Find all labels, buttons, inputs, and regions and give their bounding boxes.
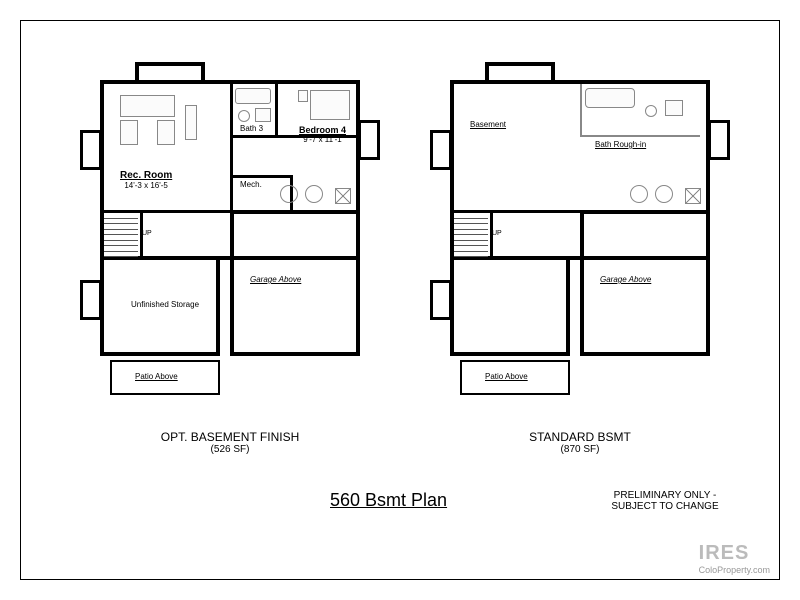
plan-title: 560 Bsmt Plan xyxy=(330,490,447,511)
caption-right-text: STANDARD BSMT xyxy=(529,430,631,444)
nightstand xyxy=(298,90,308,102)
wall-bath-right xyxy=(275,84,278,135)
caption-left-sqft: (526 SF) xyxy=(80,444,380,455)
rec-room-dim: 14'-3 x 16'-5 xyxy=(120,181,172,190)
label-bedroom: Bedroom 4 9'-7 x 11'-1 xyxy=(290,125,355,144)
up-label-r: UP xyxy=(492,230,502,237)
wall-notch-top xyxy=(135,62,205,80)
rec-room-name: Rec. Room xyxy=(120,170,172,181)
stairs xyxy=(104,213,138,257)
furnace-box xyxy=(335,188,351,204)
plan-optional-basement: UP Rec. Room 14'-3 x 16'-5 Bedroom 4 9'-… xyxy=(80,80,380,410)
tub-roughin xyxy=(585,88,635,108)
bathtub xyxy=(235,88,271,104)
label-garage: Garage Above xyxy=(250,275,301,284)
sink xyxy=(255,108,271,122)
toilet xyxy=(238,110,250,122)
label-patio-r: Patio Above xyxy=(485,372,528,381)
window-well-right xyxy=(358,120,380,160)
roughin-left xyxy=(580,84,582,136)
label-garage-r: Garage Above xyxy=(600,275,651,284)
chair-1 xyxy=(120,120,138,145)
wall-notch-top-r xyxy=(485,62,555,80)
caption-left: OPT. BASEMENT FINISH (526 SF) xyxy=(80,430,380,455)
furnace-circle-r xyxy=(655,185,673,203)
watermark-text: IRES xyxy=(699,542,750,564)
plan-standard-basement: UP Basement Bath Rough-in Garage Above P… xyxy=(430,80,730,410)
bedroom-name: Bedroom 4 xyxy=(290,125,355,135)
window-well-right-r xyxy=(708,120,730,160)
label-patio: Patio Above xyxy=(135,372,178,381)
roughin-bottom xyxy=(580,135,700,137)
sink-roughin xyxy=(665,100,683,116)
furnace-circle xyxy=(305,185,323,203)
sofa xyxy=(120,95,175,117)
lower-left-outline-r xyxy=(450,256,570,356)
window-well-left-2-r xyxy=(430,280,452,320)
wall-mech-top xyxy=(230,175,290,178)
label-rec-room: Rec. Room 14'-3 x 16'-5 xyxy=(120,170,172,190)
caption-right-sqft: (870 SF) xyxy=(430,444,730,455)
water-heater xyxy=(280,185,298,203)
window-well-left-1 xyxy=(80,130,102,170)
toilet-roughin xyxy=(645,105,657,117)
label-mech: Mech. xyxy=(240,180,262,189)
label-basement: Basement xyxy=(470,120,506,129)
stairs-r xyxy=(454,213,488,257)
disclaimer-line1: PRELIMINARY ONLY - xyxy=(614,490,717,501)
label-bath: Bath 3 xyxy=(240,124,263,133)
chair-2 xyxy=(157,120,175,145)
window-well-left-2 xyxy=(80,280,102,320)
disclaimer-line2: SUBJECT TO CHANGE xyxy=(611,501,718,512)
label-bath-roughin: Bath Rough-in xyxy=(595,140,646,149)
watermark: IRES ColoProperty.com xyxy=(699,542,770,575)
label-storage: Unfinished Storage xyxy=(120,300,210,309)
furnace-box-r xyxy=(685,188,701,204)
caption-left-text: OPT. BASEMENT FINISH xyxy=(161,430,299,444)
wall-center-vert xyxy=(230,84,233,210)
tv-stand xyxy=(185,105,197,140)
disclaimer: PRELIMINARY ONLY - SUBJECT TO CHANGE xyxy=(580,490,750,512)
watermark-sub: ColoProperty.com xyxy=(699,565,770,575)
bedroom-dim: 9'-7 x 11'-1 xyxy=(290,135,355,144)
bed xyxy=(310,90,350,120)
up-label: UP xyxy=(142,230,152,237)
caption-right: STANDARD BSMT (870 SF) xyxy=(430,430,730,455)
window-well-left-1-r xyxy=(430,130,452,170)
water-heater-r xyxy=(630,185,648,203)
